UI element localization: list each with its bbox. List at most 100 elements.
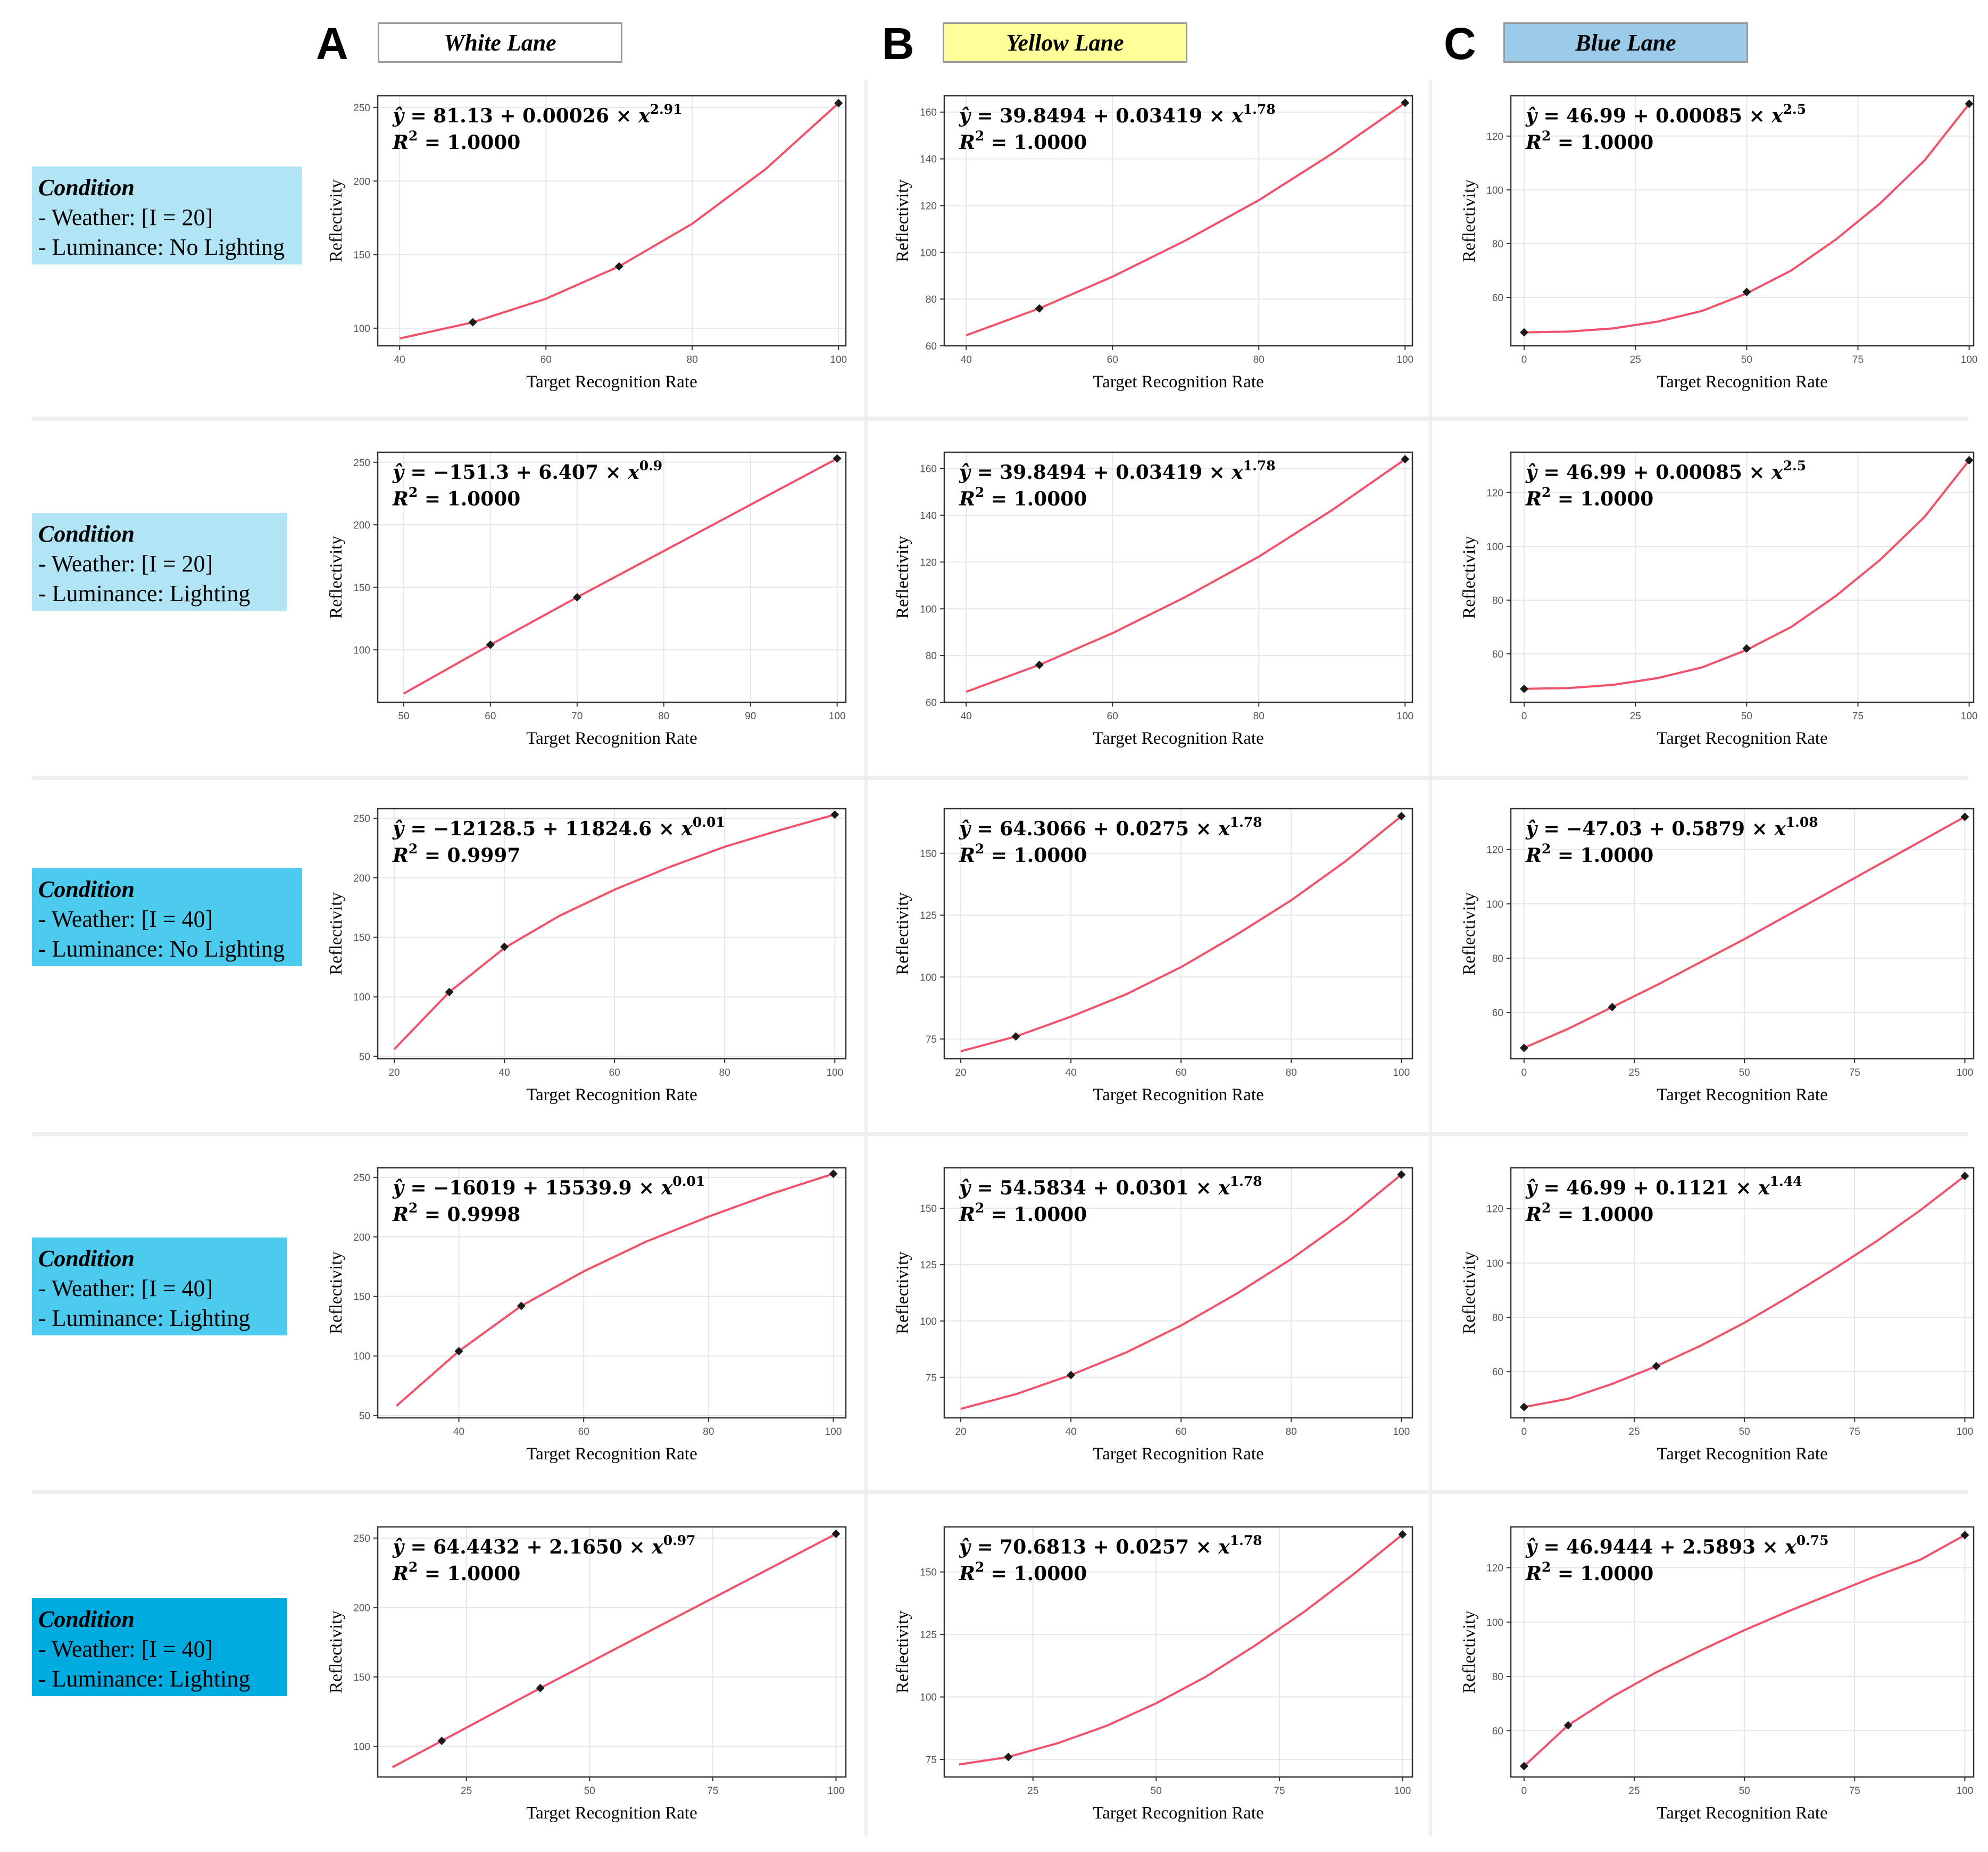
chart-svg: 40 60 80 100 100 150 200 250 Target Recognition … <box>327 95 847 392</box>
x-tick-label: 100 <box>1393 1426 1410 1438</box>
chart-svg: 20 40 60 80 100 50 100 150 200 250 Target Recognit… <box>327 808 847 1104</box>
y-tick-label: 120 <box>920 201 937 212</box>
x-axis-label: Target Recognition Rate <box>1657 729 1828 748</box>
y-tick-label: 80 <box>1492 1672 1503 1683</box>
y-tick-label: 200 <box>353 176 370 187</box>
fit-equation: ŷ = 64.4432 + 2.1650 × x0.97 <box>392 1533 696 1558</box>
data-point <box>486 640 495 649</box>
y-tick-label: 100 <box>353 1742 370 1753</box>
x-axis-label: Target Recognition Rate <box>1657 1085 1828 1104</box>
y-tick-label: 150 <box>353 583 370 594</box>
y-tick-label: 100 <box>920 604 937 615</box>
condition-weather: - Weather: [I = 40] <box>38 906 213 932</box>
data-point <box>1519 1402 1528 1411</box>
chart-panel: 50 60 70 80 90 100 100 150 200 250 Target Recognit… <box>319 442 856 761</box>
y-tick-label: 250 <box>353 813 370 825</box>
x-axis-label: Target Recognition Rate <box>1093 1444 1264 1464</box>
x-tick-label: 80 <box>1253 711 1265 722</box>
x-tick-label: 40 <box>453 1426 464 1438</box>
x-tick-label: 80 <box>719 1067 730 1078</box>
data-point <box>536 1683 545 1692</box>
condition-weather: - Weather: [I = 40] <box>38 1275 213 1301</box>
chart-panel: 25 50 75 100 100 150 200 250 Target Recognition … <box>319 1516 856 1836</box>
x-tick-label: 40 <box>394 354 405 366</box>
data-point <box>1652 1361 1661 1371</box>
data-point <box>572 593 581 602</box>
r-squared: R2 = 1.0000 <box>1525 841 1653 867</box>
data-point <box>1519 1762 1528 1771</box>
plot-background <box>944 452 1412 702</box>
chart-svg: 20 40 60 80 100 75 100 125 150 Target Recognition… <box>893 808 1413 1104</box>
x-tick-label: 75 <box>1849 1067 1860 1078</box>
r-squared: R2 = 1.0000 <box>959 841 1087 867</box>
x-tick-label: 100 <box>1961 354 1978 366</box>
y-axis-label: Reflectivity <box>1460 179 1479 262</box>
x-tick-label: 40 <box>961 354 972 366</box>
y-tick-label: 80 <box>1492 595 1503 607</box>
fit-curve-line <box>959 1533 1403 1766</box>
y-tick-label: 120 <box>1486 845 1503 856</box>
y-tick-label: 125 <box>920 1260 937 1271</box>
fit-equation: ŷ = −16019 + 15539.9 × x0.01 <box>392 1174 705 1199</box>
data-point <box>1398 1530 1407 1539</box>
x-axis-label: Target Recognition Rate <box>1093 1085 1264 1104</box>
condition-title: Condition <box>38 521 135 547</box>
r-squared: R2 = 1.0000 <box>959 1559 1087 1585</box>
fit-equation: ŷ = 46.99 + 0.1121 × x1.44 <box>1525 1174 1802 1199</box>
condition-luminance: - Luminance: No Lighting <box>38 234 285 260</box>
x-axis-label: Target Recognition Rate <box>1657 1444 1828 1464</box>
row-divider <box>32 417 1968 421</box>
data-point <box>1035 304 1044 313</box>
panel-letter-c: C <box>1444 19 1476 69</box>
column-title-blue: Blue Lane <box>1503 22 1748 63</box>
fit-equation: ŷ = 46.99 + 0.00085 × x2.5 <box>1525 458 1806 484</box>
x-axis-label: Target Recognition Rate <box>1093 372 1264 392</box>
fit-curve-line <box>1524 816 1966 1049</box>
condition-weather: - Weather: [I = 40] <box>38 1636 213 1662</box>
fit-equation: ŷ = 81.13 + 0.00026 × x2.91 <box>392 102 683 127</box>
y-tick-label: 60 <box>1492 293 1503 304</box>
column-divider <box>864 80 868 1836</box>
chart-panel: 20 40 60 80 100 50 100 150 200 250 Target Recognit… <box>319 798 856 1117</box>
y-axis-label: Reflectivity <box>1460 892 1479 975</box>
fit-curve-line <box>960 815 1402 1052</box>
plot-background <box>378 809 846 1059</box>
data-point <box>1035 660 1044 669</box>
y-tick-label: 200 <box>353 873 370 884</box>
y-tick-label: 60 <box>926 697 937 709</box>
data-point <box>1067 1371 1076 1380</box>
r-squared: R2 = 1.0000 <box>959 128 1087 154</box>
y-axis-label: Reflectivity <box>327 179 346 262</box>
chart-panel: 40 60 80 100 60 80 100 120 140 160 Target Recognit… <box>886 85 1423 404</box>
fit-equation: ŷ = 46.99 + 0.00085 × x2.5 <box>1525 102 1806 127</box>
chart-panel: 0 25 50 75 100 60 80 100 120 Target Recognition R… <box>1452 798 1984 1117</box>
plot-frame <box>377 451 847 703</box>
data-point <box>1742 644 1751 653</box>
chart-svg: 40 60 80 100 60 80 100 120 140 160 Target Recognit… <box>893 451 1413 748</box>
y-tick-label: 75 <box>926 1373 937 1384</box>
x-tick-label: 25 <box>1628 1067 1640 1078</box>
y-axis-label: Reflectivity <box>1460 1251 1479 1334</box>
x-tick-label: 25 <box>1630 711 1641 722</box>
y-tick-label: 100 <box>1486 542 1503 553</box>
y-tick-label: 60 <box>1492 649 1503 660</box>
plot-background <box>944 96 1412 346</box>
y-tick-label: 100 <box>1486 1258 1503 1269</box>
fit-equation: ŷ = −12128.5 + 11824.6 × x0.01 <box>392 815 725 840</box>
y-tick-label: 250 <box>353 458 370 469</box>
y-tick-label: 140 <box>920 511 937 522</box>
r-squared: R2 = 0.9998 <box>392 1200 520 1226</box>
chart-panel: 0 25 50 75 100 60 80 100 120 Target Recognition R… <box>1452 442 1984 761</box>
panel-letter-a: A <box>316 19 348 69</box>
y-tick-label: 100 <box>920 1316 937 1327</box>
condition-box: Condition - Weather: [I = 40] - Luminanc… <box>32 1598 287 1696</box>
condition-title: Condition <box>38 1245 135 1272</box>
y-tick-label: 120 <box>1486 131 1503 143</box>
x-tick-label: 60 <box>540 354 552 366</box>
y-tick-label: 160 <box>920 107 937 119</box>
plot-frame <box>1510 451 1975 703</box>
column-title-white: White Lane <box>378 22 622 63</box>
data-point <box>1563 1721 1573 1730</box>
x-tick-label: 75 <box>1852 711 1864 722</box>
plot-frame <box>1510 1167 1975 1419</box>
